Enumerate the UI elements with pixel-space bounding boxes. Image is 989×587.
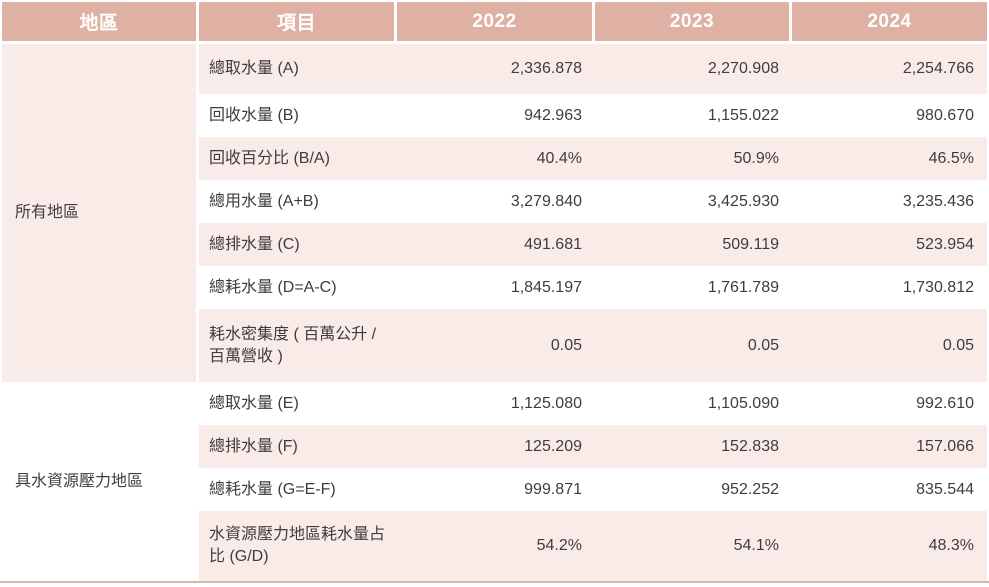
table-bottom-border — [0, 581, 989, 583]
value-cell-2024: 980.670 — [792, 94, 987, 137]
value-cell-2024: 0.05 — [792, 309, 987, 382]
value-cell-2023: 50.9% — [595, 137, 792, 180]
value-cell-2022: 3,279.840 — [397, 180, 595, 223]
value-cell-2024: 835.544 — [792, 468, 987, 511]
table-row: 水資源壓力地區耗水量占比 (G/D) 54.2% 54.1% 48.3% — [2, 511, 987, 581]
value-cell-2024: 46.5% — [792, 137, 987, 180]
table-row: 總排水量 (F) 125.209 152.838 157.066 — [2, 425, 987, 468]
value-cell-2024: 3,235.436 — [792, 180, 987, 223]
table-row: 總排水量 (C) 491.681 509.119 523.954 — [2, 223, 987, 266]
item-cell: 總用水量 (A+B) — [199, 180, 397, 223]
value-cell-2023: 0.05 — [595, 309, 792, 382]
value-cell-2022: 40.4% — [397, 137, 595, 180]
value-cell-2023: 2,270.908 — [595, 44, 792, 94]
value-cell-2024: 992.610 — [792, 382, 987, 425]
item-cell: 總取水量 (E) — [199, 382, 397, 425]
value-cell-2024: 2,254.766 — [792, 44, 987, 94]
table-row: 回收百分比 (B/A) 40.4% 50.9% 46.5% — [2, 137, 987, 180]
region-cell: 所有地區 — [2, 44, 199, 382]
value-cell-2022: 942.963 — [397, 94, 595, 137]
item-cell: 回收水量 (B) — [199, 94, 397, 137]
table-header: 地區 項目 2022 2023 2024 — [2, 2, 987, 44]
column-header-2024: 2024 — [792, 2, 987, 44]
table-row: 總耗水量 (G=E-F) 999.871 952.252 835.544 — [2, 468, 987, 511]
table-row: 耗水密集度 ( 百萬公升 / 百萬營收 ) 0.05 0.05 0.05 — [2, 309, 987, 382]
table-body: 所有地區 總取水量 (A) 2,336.878 2,270.908 2,254.766 回… — [2, 44, 987, 581]
value-cell-2024: 157.066 — [792, 425, 987, 468]
table-row: 總用水量 (A+B) 3,279.840 3,425.930 3,235.436 — [2, 180, 987, 223]
value-cell-2022: 1,125.080 — [397, 382, 595, 425]
value-cell-2022: 125.209 — [397, 425, 595, 468]
column-header-2022: 2022 — [397, 2, 595, 44]
value-cell-2023: 509.119 — [595, 223, 792, 266]
value-cell-2023: 3,425.930 — [595, 180, 792, 223]
value-cell-2024: 48.3% — [792, 511, 987, 581]
table-row: 具水資源壓力地區 總取水量 (E) 1,125.080 1,105.090 992.61… — [2, 382, 987, 581]
item-cell: 總排水量 (C) — [199, 223, 397, 266]
column-header-2023: 2023 — [595, 2, 792, 44]
value-cell-2023: 952.252 — [595, 468, 792, 511]
item-cell: 總耗水量 (D=A-C) — [199, 266, 397, 309]
value-cell-2024: 1,730.812 — [792, 266, 987, 309]
value-cell-2023: 54.1% — [595, 511, 792, 581]
item-cell: 總排水量 (F) — [199, 425, 397, 468]
value-cell-2022: 54.2% — [397, 511, 595, 581]
item-cell: 總取水量 (A) — [199, 44, 397, 94]
table-row: 總耗水量 (D=A-C) 1,845.197 1,761.789 1,730.812 — [2, 266, 987, 309]
value-cell-2022: 2,336.878 — [397, 44, 595, 94]
item-cell: 水資源壓力地區耗水量占比 (G/D) — [199, 511, 397, 581]
value-cell-2022: 999.871 — [397, 468, 595, 511]
value-cell-2024: 523.954 — [792, 223, 987, 266]
table-row: 所有地區 總取水量 (A) 2,336.878 2,270.908 2,254.766 — [2, 44, 987, 382]
value-cell-2022: 1,845.197 — [397, 266, 595, 309]
value-cell-2023: 152.838 — [595, 425, 792, 468]
table-row: 回收水量 (B) 942.963 1,155.022 980.670 — [2, 94, 987, 137]
value-cell-2022: 491.681 — [397, 223, 595, 266]
value-cell-2023: 1,761.789 — [595, 266, 792, 309]
value-cell-2022: 0.05 — [397, 309, 595, 382]
column-header-region: 地區 — [2, 2, 199, 44]
item-cell: 總耗水量 (G=E-F) — [199, 468, 397, 511]
value-cell-2023: 1,105.090 — [595, 382, 792, 425]
column-header-item: 項目 — [199, 2, 397, 44]
value-cell-2023: 1,155.022 — [595, 94, 792, 137]
header-row: 地區 項目 2022 2023 2024 — [2, 2, 987, 44]
item-cell: 回收百分比 (B/A) — [199, 137, 397, 180]
item-cell: 耗水密集度 ( 百萬公升 / 百萬營收 ) — [199, 309, 397, 382]
region-cell: 具水資源壓力地區 — [2, 382, 199, 581]
